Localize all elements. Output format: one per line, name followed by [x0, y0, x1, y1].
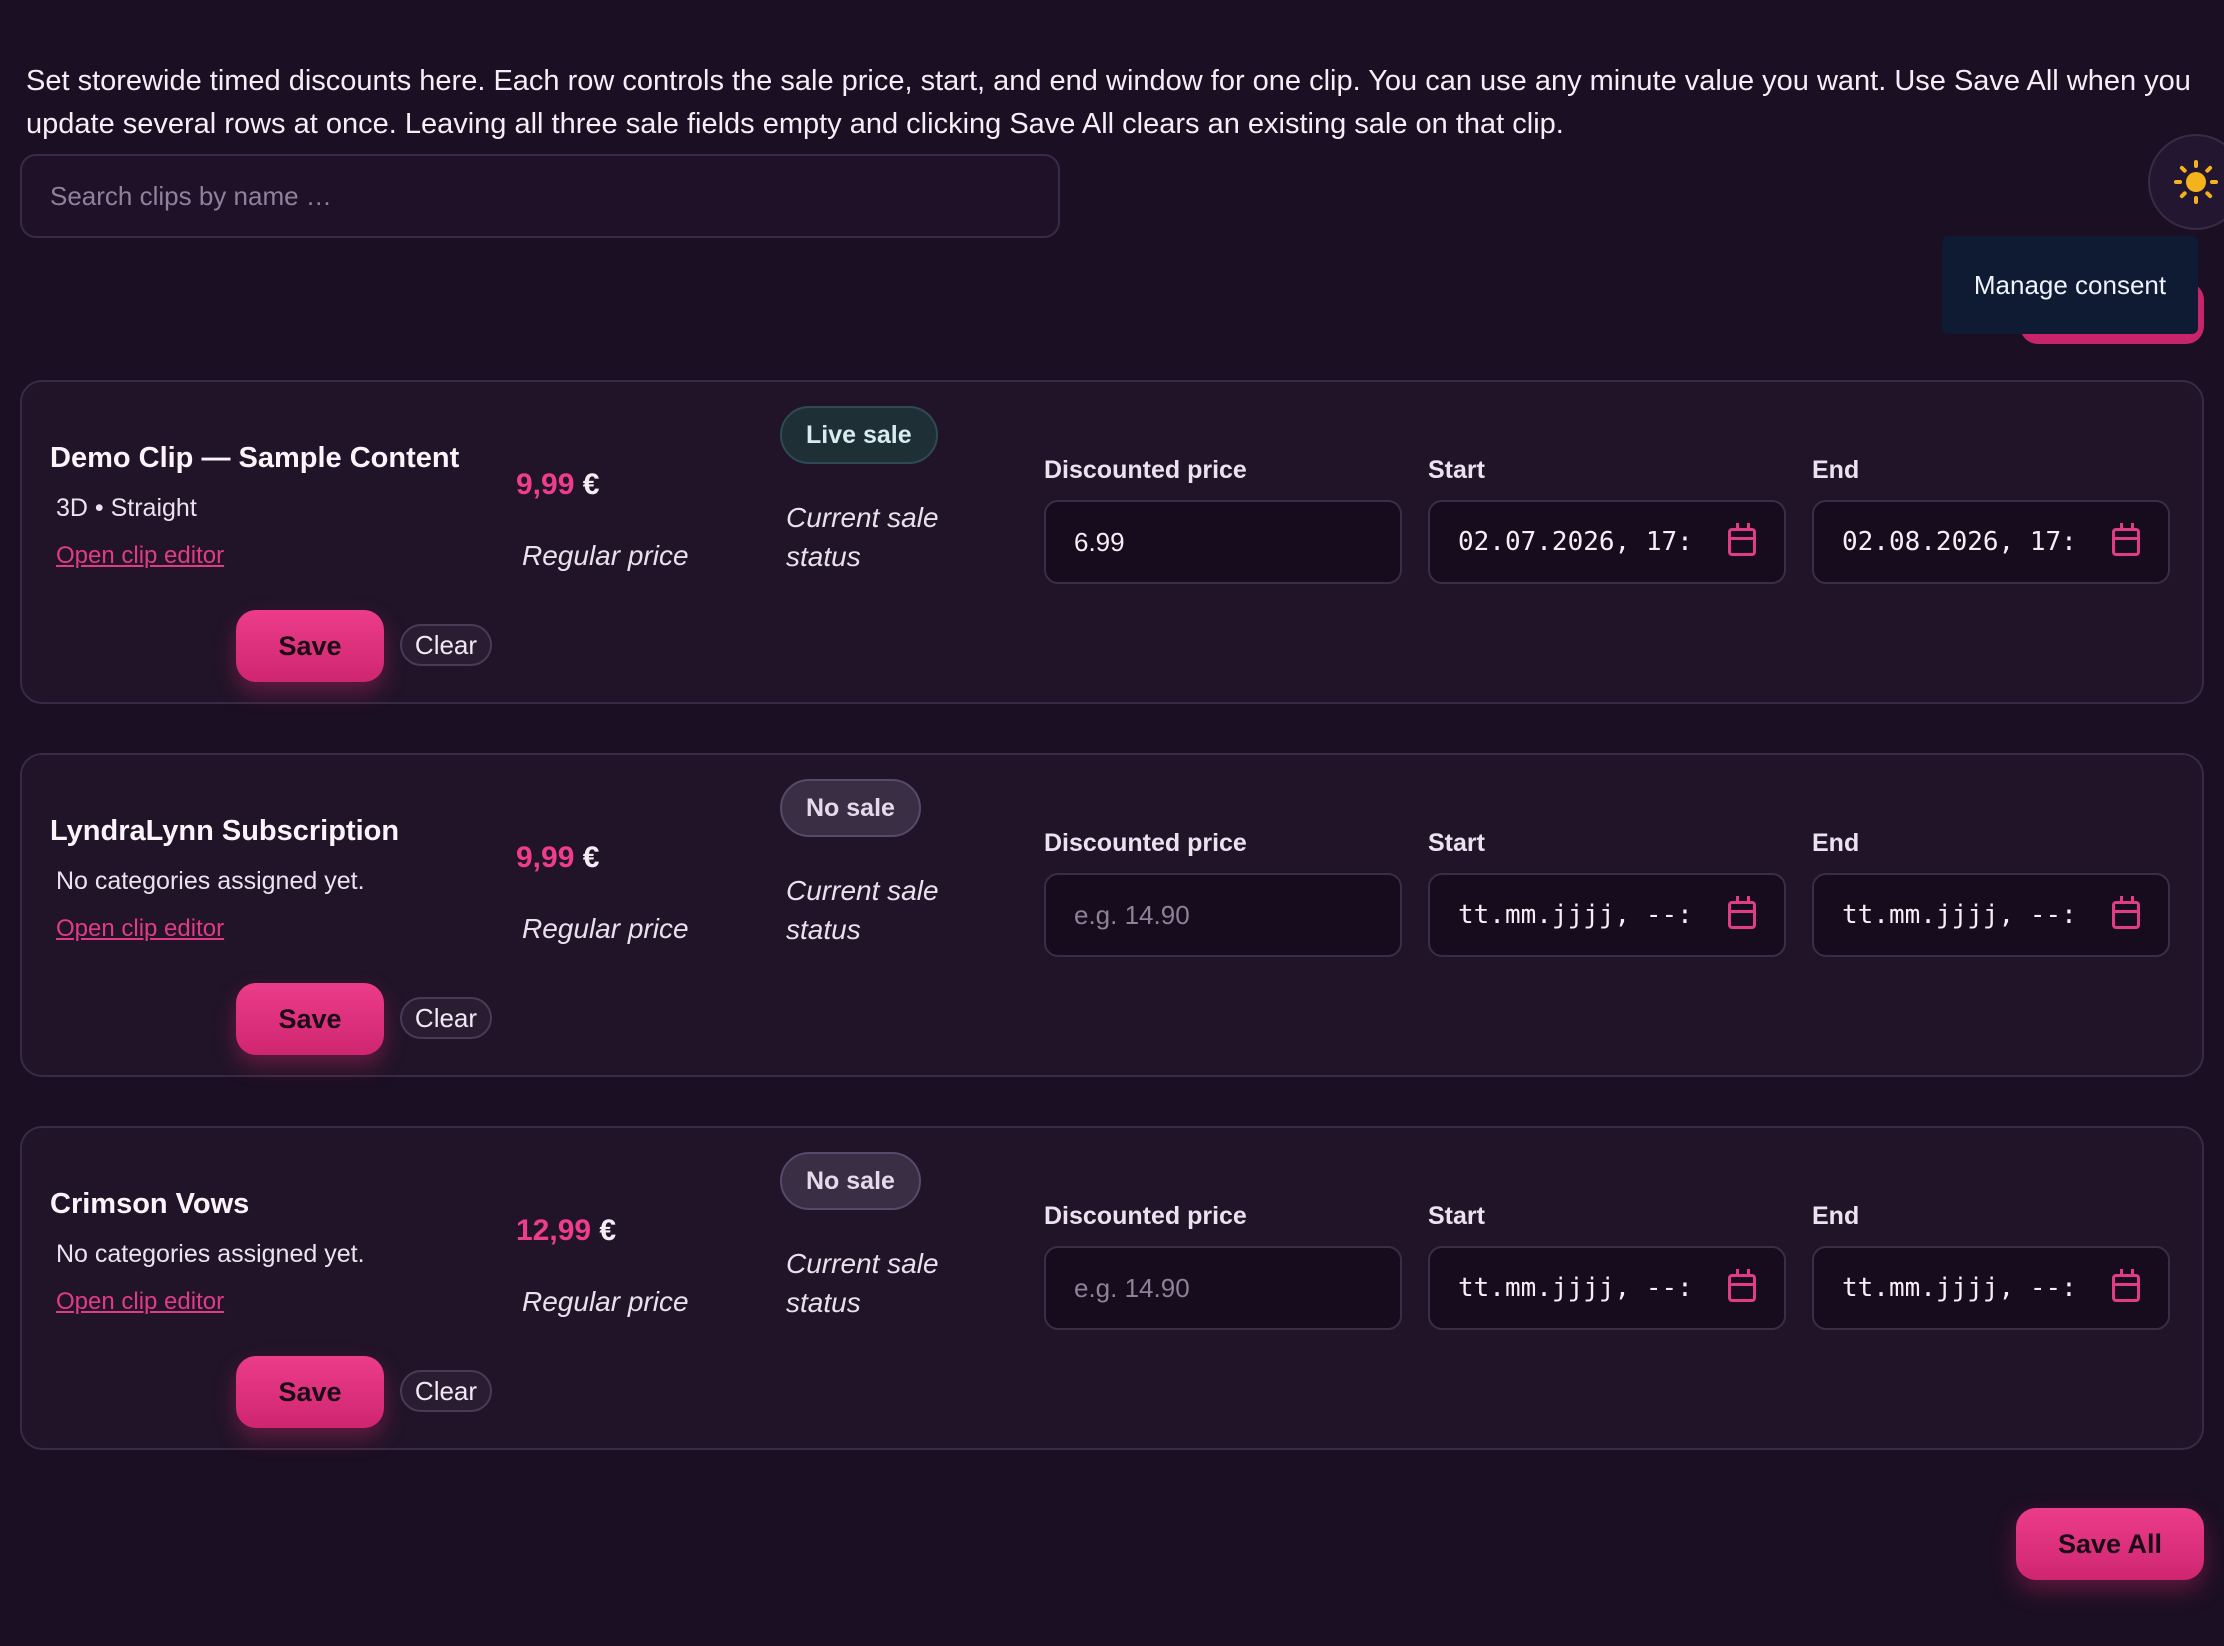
discounted-price-input[interactable]: e.g. 14.90	[1044, 1246, 1402, 1330]
start-datetime-input[interactable]: 02.07.2026, 17:	[1428, 500, 1786, 584]
calendar-icon[interactable]	[1728, 523, 1756, 556]
theme-toggle-button[interactable]	[2148, 134, 2224, 230]
clip-categories: 3D • Straight	[56, 494, 197, 522]
start-label: Start	[1428, 456, 1485, 484]
manage-consent-button[interactable]: Manage consent	[1942, 236, 2198, 334]
calendar-icon[interactable]	[1728, 1269, 1756, 1302]
calendar-icon[interactable]	[2112, 896, 2140, 929]
save-button[interactable]: Save	[236, 983, 384, 1055]
clear-button[interactable]: Clear	[400, 1370, 492, 1412]
status-label: Current sale status	[786, 502, 939, 572]
status-label: Current sale status	[786, 1248, 939, 1318]
clear-button[interactable]: Clear	[400, 624, 492, 666]
regular-price-label: Regular price	[522, 1286, 689, 1317]
clip-row: Demo Clip — Sample Content 3D • Straight…	[20, 380, 2204, 704]
regular-price-label: Regular price	[522, 540, 689, 571]
intro-text: Set storewide timed discounts here. Each…	[26, 65, 2191, 140]
search-input[interactable]	[20, 154, 1060, 238]
clip-categories: No categories assigned yet.	[56, 867, 365, 895]
calendar-icon[interactable]	[1728, 896, 1756, 929]
open-clip-editor-link[interactable]: Open clip editor	[56, 915, 225, 942]
clip-title: LyndraLynn Subscription	[50, 815, 400, 847]
clip-title: Crimson Vows	[50, 1188, 250, 1220]
end-datetime-input[interactable]: tt.mm.jjjj, --:	[1812, 873, 2170, 957]
status-label: Current sale status	[786, 875, 939, 945]
clear-button[interactable]: Clear	[400, 997, 492, 1039]
end-datetime-input[interactable]: 02.08.2026, 17:	[1812, 500, 2170, 584]
discounted-price-input[interactable]: e.g. 14.90	[1044, 873, 1402, 957]
open-clip-editor-link[interactable]: Open clip editor	[56, 1288, 225, 1315]
regular-price-value: 12,99 €	[516, 1214, 617, 1247]
regular-price-value: 9,99 €	[516, 468, 600, 501]
status-badge: Live sale	[780, 406, 938, 464]
clip-categories: No categories assigned yet.	[56, 1240, 365, 1268]
save-button[interactable]: Save	[236, 610, 384, 682]
start-label: Start	[1428, 829, 1485, 857]
status-badge: No sale	[780, 779, 921, 837]
clip-row: Crimson Vows No categories assigned yet.…	[20, 1126, 2204, 1450]
clip-row: LyndraLynn Subscription No categories as…	[20, 753, 2204, 1077]
discounted-price-label: Discounted price	[1044, 1202, 1247, 1230]
regular-price-value: 9,99 €	[516, 841, 600, 874]
clip-title: Demo Clip — Sample Content	[50, 442, 460, 474]
discounted-price-input[interactable]: 6.99	[1044, 500, 1402, 584]
discounted-price-label: Discounted price	[1044, 456, 1247, 484]
start-datetime-input[interactable]: tt.mm.jjjj, --:	[1428, 873, 1786, 957]
open-clip-editor-link[interactable]: Open clip editor	[56, 542, 225, 569]
discounted-price-label: Discounted price	[1044, 829, 1247, 857]
start-datetime-input[interactable]: tt.mm.jjjj, --:	[1428, 1246, 1786, 1330]
regular-price-label: Regular price	[522, 913, 689, 944]
save-button[interactable]: Save	[236, 1356, 384, 1428]
end-label: End	[1812, 829, 1860, 857]
calendar-icon[interactable]	[2112, 523, 2140, 556]
start-label: Start	[1428, 1202, 1485, 1230]
status-badge: No sale	[780, 1152, 921, 1210]
calendar-icon[interactable]	[2112, 1269, 2140, 1302]
end-label: End	[1812, 1202, 1860, 1230]
end-label: End	[1812, 456, 1860, 484]
save-all-button[interactable]: Save All	[2016, 1508, 2204, 1580]
end-datetime-input[interactable]: tt.mm.jjjj, --:	[1812, 1246, 2170, 1330]
sun-icon	[2174, 160, 2218, 204]
